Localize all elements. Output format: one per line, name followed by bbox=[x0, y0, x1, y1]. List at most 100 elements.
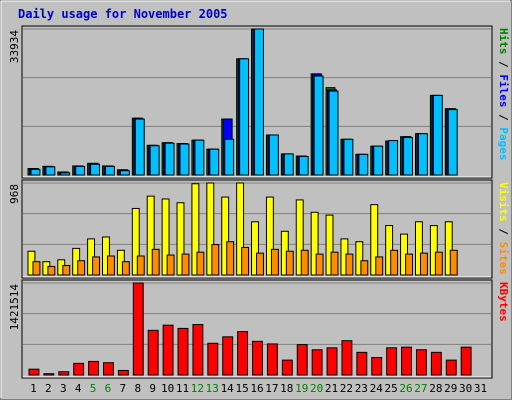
bar-sites-day-26 bbox=[405, 253, 413, 276]
bar-pages-day-20 bbox=[313, 75, 324, 176]
x-tick-label: 9 bbox=[149, 382, 156, 395]
x-tick-label: 24 bbox=[370, 382, 384, 395]
side-legend: Hits / Files / Pages bbox=[497, 28, 510, 161]
bar-sites-day-18 bbox=[285, 250, 294, 276]
bar-visits-day-24 bbox=[370, 204, 379, 276]
bar-visits-day-20 bbox=[310, 211, 319, 276]
y-max-label: 33934 bbox=[8, 30, 21, 63]
bar-pages-day-10 bbox=[164, 142, 175, 176]
bar-kbytes-day-5 bbox=[88, 360, 100, 376]
bar-pages-day-4 bbox=[75, 165, 86, 176]
bar-visits-day-21 bbox=[325, 214, 334, 276]
x-tick-label: 28 bbox=[429, 382, 442, 395]
bar-sites-day-1 bbox=[32, 261, 41, 276]
x-tick-label: 5 bbox=[90, 382, 97, 395]
x-tick-label: 13 bbox=[206, 382, 219, 395]
bar-pages-day-14 bbox=[224, 138, 235, 176]
bar-sites-day-25 bbox=[390, 249, 399, 276]
bar-sites-day-29 bbox=[449, 249, 458, 276]
bar-pages-day-23 bbox=[358, 153, 369, 176]
bar-kbytes-day-12 bbox=[192, 324, 204, 376]
bar-pages-day-25 bbox=[388, 140, 399, 176]
x-tick-label: 16 bbox=[250, 382, 263, 395]
y-max-label: 968 bbox=[8, 184, 21, 204]
bar-sites-day-7 bbox=[121, 261, 130, 276]
side-legend-part: Pages bbox=[497, 127, 510, 160]
bar-sites-day-14 bbox=[226, 241, 235, 276]
bar-pages-day-19 bbox=[298, 155, 309, 176]
bar-pages-day-9 bbox=[149, 145, 160, 176]
bar-pages-day-16 bbox=[254, 28, 264, 176]
bar-pages-day-5 bbox=[90, 163, 101, 176]
side-legend-part: Visits bbox=[497, 182, 510, 222]
bar-kbytes-day-6 bbox=[103, 362, 114, 376]
bar-pages-day-15 bbox=[239, 58, 250, 176]
bar-visits-day-11 bbox=[176, 202, 185, 276]
panel-visits-sites: 968 Visits / Sites bbox=[8, 179, 510, 279]
x-tick-label: 30 bbox=[459, 382, 472, 395]
bar-sites-day-27 bbox=[419, 252, 428, 276]
side-legend-part: Hits bbox=[497, 28, 510, 55]
x-tick-label: 8 bbox=[134, 382, 141, 395]
chart-title: Daily usage for November 2005 bbox=[18, 7, 228, 21]
x-tick-label: 3 bbox=[60, 382, 67, 395]
bar-sites-day-23 bbox=[360, 260, 369, 276]
bar-sites-day-5 bbox=[92, 256, 101, 276]
x-tick-label: 10 bbox=[161, 382, 174, 395]
bar-kbytes-day-10 bbox=[162, 324, 174, 376]
x-tick-label: 17 bbox=[265, 382, 278, 395]
bar-pages-day-13 bbox=[209, 148, 220, 176]
bar-sites-day-28 bbox=[434, 251, 443, 276]
bar-kbytes-day-11 bbox=[177, 327, 189, 376]
bar-sites-day-13 bbox=[211, 244, 220, 276]
bar-visits-day-8 bbox=[131, 207, 140, 276]
bar-kbytes-day-13 bbox=[207, 342, 219, 376]
bar-pages-day-8 bbox=[134, 118, 145, 176]
side-legend-part: KBytes bbox=[497, 282, 510, 322]
panel-hits-files-pages: 33934 Hits / Files / Pages bbox=[8, 25, 510, 179]
bar-kbytes-day-16 bbox=[252, 340, 263, 376]
x-tick-label: 11 bbox=[176, 382, 189, 395]
x-tick-label: 7 bbox=[120, 382, 127, 395]
bar-sites-day-9 bbox=[151, 248, 160, 276]
bar-visits-day-12 bbox=[191, 183, 200, 276]
bar-kbytes-day-24 bbox=[371, 357, 383, 376]
bar-visits-day-28 bbox=[429, 225, 438, 276]
bar-kbytes-day-23 bbox=[356, 351, 368, 376]
x-tick-label: 20 bbox=[310, 382, 323, 395]
x-tick-label: 14 bbox=[221, 382, 235, 395]
bar-kbytes-day-29 bbox=[445, 359, 457, 376]
bar-kbytes-day-2 bbox=[43, 373, 55, 376]
bar-kbytes-day-8 bbox=[132, 282, 144, 376]
side-legend-part: Sites bbox=[497, 242, 510, 275]
bar-kbytes-day-25 bbox=[386, 347, 398, 376]
bar-sites-day-15 bbox=[241, 246, 250, 276]
bar-sites-day-22 bbox=[345, 253, 354, 276]
bar-kbytes-day-7 bbox=[117, 369, 129, 376]
bar-kbytes-day-20 bbox=[311, 349, 323, 376]
x-tick-label: 1 bbox=[30, 382, 37, 395]
bar-pages-day-22 bbox=[343, 138, 354, 176]
bar-sites-day-2 bbox=[47, 265, 56, 276]
x-tick-label: 22 bbox=[340, 382, 353, 395]
bar-kbytes-day-4 bbox=[73, 362, 85, 376]
bar-pages-day-3 bbox=[60, 172, 71, 176]
bar-pages-day-17 bbox=[268, 134, 279, 176]
x-tick-label: 27 bbox=[414, 382, 427, 395]
x-tick-label: 21 bbox=[325, 382, 338, 395]
x-tick-label: 6 bbox=[105, 382, 112, 395]
bar-pages-day-29 bbox=[447, 109, 458, 176]
bar-visits-day-10 bbox=[161, 198, 170, 276]
bar-pages-day-1 bbox=[30, 168, 41, 176]
bar-pages-day-18 bbox=[283, 153, 294, 176]
bar-sites-day-11 bbox=[181, 253, 190, 276]
bar-kbytes-day-15 bbox=[237, 331, 249, 376]
bar-kbytes-day-18 bbox=[281, 359, 293, 376]
bar-sites-day-24 bbox=[375, 256, 384, 276]
side-legend-part: Files bbox=[497, 74, 510, 107]
x-tick-label: 25 bbox=[385, 382, 398, 395]
bar-pages-day-2 bbox=[45, 166, 56, 176]
bar-kbytes-day-22 bbox=[341, 340, 353, 376]
bar-visits-day-23 bbox=[355, 241, 364, 276]
